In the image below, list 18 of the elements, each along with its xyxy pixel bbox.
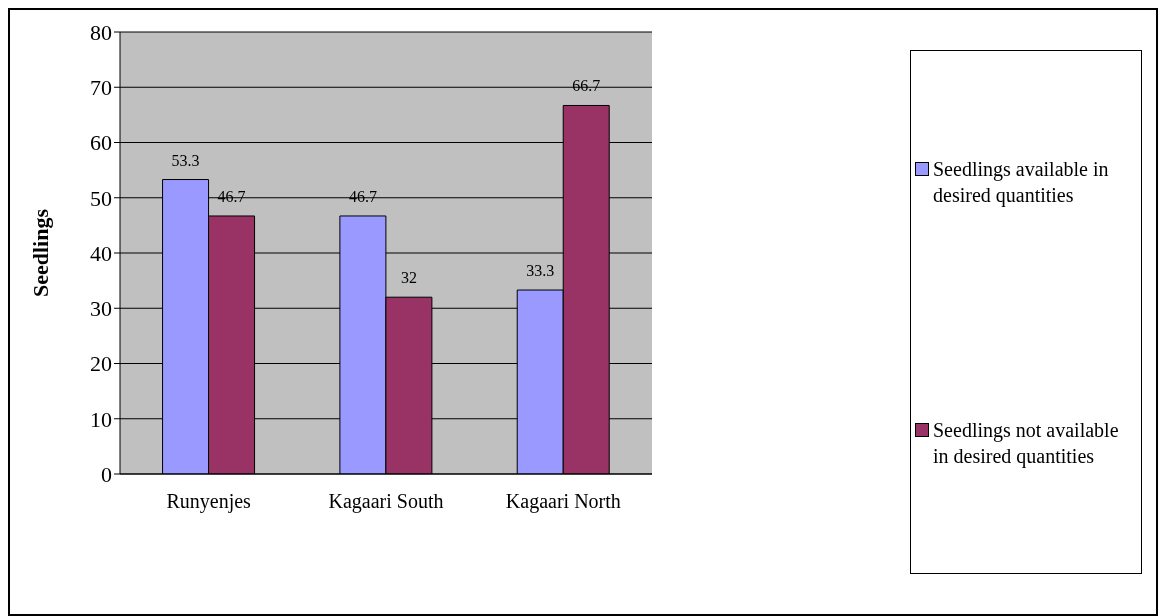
y-tick-label: 0 bbox=[101, 461, 112, 487]
legend-label: Seedlings available in desired quantities bbox=[933, 156, 1110, 208]
data-label: 33.3 bbox=[526, 262, 555, 280]
y-tick-label: 80 bbox=[90, 19, 112, 45]
y-tick-label: 20 bbox=[90, 351, 112, 377]
y-tick-label: 10 bbox=[90, 406, 112, 432]
legend-label: Seedlings not available in desired quantities bbox=[933, 417, 1120, 469]
y-tick-label: 40 bbox=[90, 240, 112, 266]
data-label: 32 bbox=[400, 269, 417, 287]
y-axis-title: Seedlings bbox=[27, 208, 53, 298]
x-tick-label: Kagaari South bbox=[328, 490, 444, 514]
y-tick-label: 70 bbox=[90, 75, 112, 101]
y-tick-label: 30 bbox=[90, 296, 112, 322]
x-tick-label: Kagaari North bbox=[505, 490, 621, 514]
data-label: 53.3 bbox=[171, 151, 200, 169]
x-tick-label: Runyenjes bbox=[166, 490, 252, 514]
y-tick-label: 60 bbox=[90, 130, 112, 156]
y-tick-label: 50 bbox=[90, 185, 112, 211]
